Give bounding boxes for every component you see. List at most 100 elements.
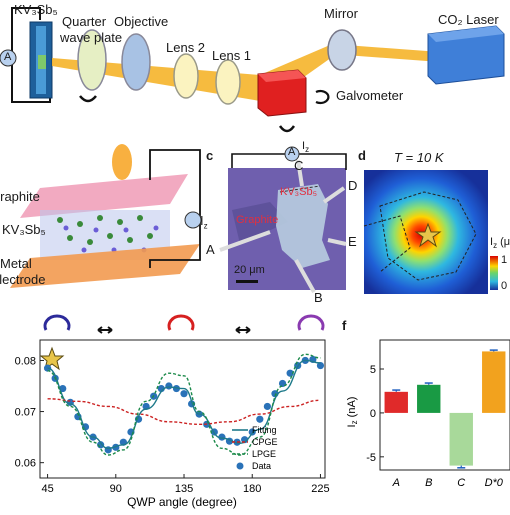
- x-axis-label: QWP angle (degree): [127, 495, 237, 509]
- panel-f-label: f: [342, 318, 347, 333]
- linear-pol-icon-2: [235, 326, 251, 334]
- lens2-label: Lens 2: [166, 40, 206, 55]
- contact-d-label: D: [348, 178, 358, 193]
- panel-c-image: A Iz KV₃Sb₅ Graphite 20 μm A B C D E: [206, 140, 362, 305]
- laser-label: CO₂ Laser: [438, 12, 499, 27]
- bar-plot-frame: [379, 339, 510, 471]
- mirror-label: Mirror: [324, 6, 358, 21]
- graphite-label: Graphite: [0, 189, 40, 204]
- data-point: [180, 390, 188, 398]
- colorbar: [490, 256, 498, 290]
- right-circular-icon: [167, 314, 195, 331]
- c-ammeter-label: A: [288, 146, 296, 158]
- panel-d-map: T = 10 K Iz (μ 1 0: [360, 140, 510, 305]
- lens-1: [215, 59, 241, 105]
- cbar-unit: (μ: [500, 236, 510, 248]
- x-tick-label: 135: [175, 483, 193, 495]
- device-diagram: [10, 144, 202, 288]
- scale-bar: [236, 280, 258, 283]
- bar-a: [384, 391, 408, 413]
- ammeter-icon: [0, 49, 17, 67]
- galvo-down-arrow-icon: [278, 125, 296, 133]
- lens-2: [173, 53, 199, 99]
- metal-label-1: Metal: [0, 256, 32, 271]
- quarter-wave-plate: [77, 29, 107, 91]
- bar-category-label: B: [425, 477, 432, 489]
- bar-d-0: [482, 351, 506, 413]
- bar-chart: A B C D*0 5 0 -5 Iz (nA): [346, 339, 510, 489]
- data-point: [286, 369, 294, 377]
- legend-data: Data: [252, 461, 271, 471]
- co2-laser-top: [428, 26, 504, 42]
- device-ammeter-icon: [184, 211, 202, 229]
- panel-f-chart: A B C D*0 5 0 -5 Iz (nA): [345, 330, 510, 510]
- c-scale-label: 20 μm: [234, 264, 265, 276]
- star-icon: [414, 222, 442, 248]
- x-tick-label: 90: [110, 483, 122, 495]
- metal-electrode: [10, 244, 200, 288]
- data-point: [172, 384, 181, 393]
- plot-series: [43, 353, 325, 456]
- star-marker-icon: [39, 346, 65, 371]
- legend-data-swatch: [236, 462, 244, 470]
- series-cpge-line: [47, 398, 321, 426]
- y-tick-label: 0.07: [15, 407, 36, 419]
- axis-ticks: 45 90 135 180 225 0.06 0.07 0.08: [15, 355, 330, 495]
- contact-e-label: E: [348, 234, 357, 249]
- temperature-title: T = 10 K: [394, 150, 444, 165]
- x-tick-label: 45: [41, 483, 53, 495]
- objective-lens: [121, 33, 151, 91]
- laser-spot-glow: [112, 144, 132, 180]
- graphite-outline-dashed: [363, 215, 411, 273]
- metal-label-2: electrode: [0, 272, 46, 287]
- photocurrent-map: [363, 170, 498, 294]
- setup-diagram: [0, 7, 505, 133]
- panel-e-chart: 45 90 135 180 225 0.06 0.07 0.08 Fitting CPGE L…: [0, 308, 340, 510]
- x-tick-label: 225: [311, 483, 329, 495]
- contact-e: [327, 238, 347, 246]
- rotation-arrow-icon: [79, 95, 97, 103]
- bar-c: [449, 412, 473, 466]
- contact-b-label: B: [314, 290, 323, 305]
- qwp-chart: 45 90 135 180 225 0.06 0.07 0.08 Fitting CPGE L…: [15, 314, 330, 509]
- galvanometer-top: [258, 70, 306, 82]
- panel-a-setup: KV₃Sb₅ A Quarter wave plate Objective Le…: [0, 0, 510, 140]
- ammeter-label: A: [4, 51, 12, 63]
- data-point: [263, 402, 271, 411]
- colorbar-min: 0: [501, 280, 508, 292]
- sample-circuit-wire-top: [11, 7, 41, 35]
- contact-b: [294, 259, 316, 293]
- cbar-symbol: I: [490, 236, 494, 248]
- c-graphite-label: Graphite: [236, 214, 279, 226]
- qwp-label-line1: Quarter: [62, 14, 107, 29]
- bar-category-label: D*0: [485, 477, 504, 489]
- contact-c-label: C: [294, 158, 304, 173]
- legend-fitting: Fitting: [252, 425, 277, 435]
- contact-a: [219, 230, 271, 252]
- data-point: [248, 428, 256, 436]
- colorbar-max: 1: [501, 254, 508, 266]
- sample-label: KV₃Sb₅: [14, 2, 58, 17]
- y-tick-label: 0.08: [15, 355, 36, 367]
- bar-y-tick-label: 5: [370, 364, 376, 376]
- bar-y-label: Iz (nA): [346, 397, 359, 428]
- x-tick-label: 180: [243, 483, 261, 495]
- contact-a-label: A: [206, 242, 215, 257]
- contact-c: [296, 159, 304, 187]
- contact-d: [322, 186, 346, 204]
- bar-y-tick-label: 0: [370, 408, 376, 420]
- galvo-rotation-icon: [315, 89, 330, 105]
- legend-cpge: CPGE: [252, 437, 278, 447]
- c-ammeter-icon: [284, 146, 300, 162]
- mirror: [327, 29, 357, 71]
- bar-b: [417, 384, 441, 413]
- objective-label: Objective: [114, 14, 169, 29]
- microscope-image: [219, 146, 347, 293]
- sample-flake: [38, 55, 46, 69]
- data-point: [165, 382, 173, 390]
- panel-b-device: Graphite KV₃Sb₅ Metal electrode A Iz: [0, 140, 215, 300]
- device-current-label: Iz: [200, 213, 208, 231]
- kvsb-flake: [276, 184, 330, 268]
- device-circuit-wire: [149, 149, 201, 268]
- galvo-label: Galvometer: [336, 88, 404, 103]
